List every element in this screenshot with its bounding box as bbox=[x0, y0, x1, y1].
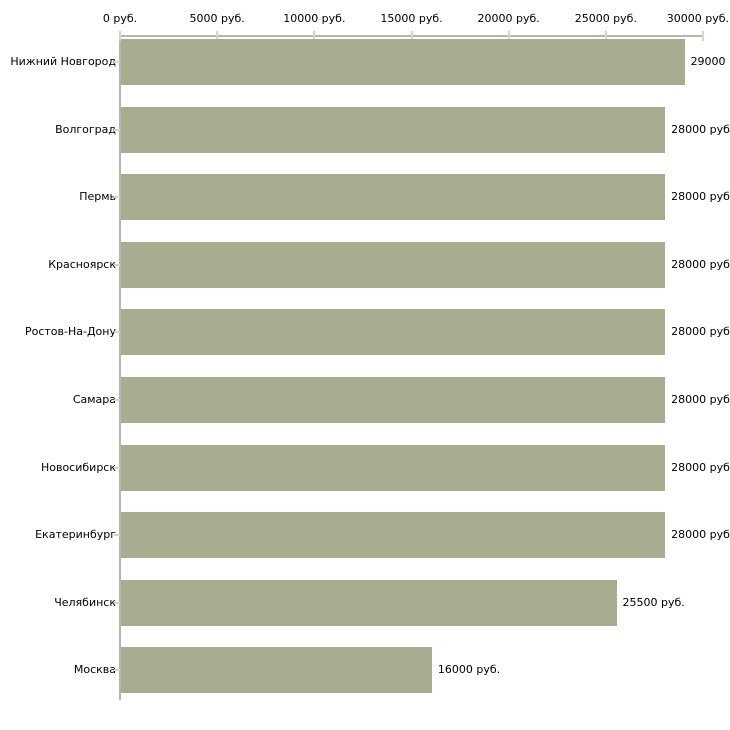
value-label: 28000 руб. bbox=[671, 257, 730, 271]
y-axis-tick bbox=[114, 466, 120, 469]
y-axis-line bbox=[119, 36, 121, 700]
y-axis-tick bbox=[114, 601, 120, 604]
y-axis-tick bbox=[114, 196, 120, 199]
category-label: Красноярск bbox=[48, 257, 116, 271]
x-axis-tick bbox=[507, 31, 510, 41]
value-label: 28000 руб. bbox=[671, 528, 730, 542]
value-label: 28000 руб. bbox=[671, 460, 730, 474]
category-label: Волгоград bbox=[55, 122, 116, 136]
bar bbox=[121, 377, 666, 423]
x-axis-tick bbox=[216, 31, 219, 41]
x-axis-tick-label: 30000 руб. bbox=[666, 12, 729, 25]
value-label: 28000 руб. bbox=[671, 393, 730, 406]
bar bbox=[121, 241, 666, 288]
category-label: Ростов-На-Дону bbox=[24, 325, 116, 339]
category-label: Самара bbox=[72, 393, 116, 406]
value-label: 16000 руб. bbox=[437, 663, 501, 677]
category-label: Челябинск bbox=[54, 595, 116, 609]
value-label: 28000 руб. bbox=[671, 325, 730, 339]
y-axis-tick bbox=[114, 128, 120, 131]
x-axis-tick bbox=[119, 31, 121, 41]
x-axis-tick-label: 5000 руб. bbox=[189, 12, 245, 25]
x-axis-tick bbox=[410, 31, 413, 41]
category-label: Пермь bbox=[79, 190, 116, 204]
bar bbox=[121, 39, 685, 85]
y-axis-tick bbox=[114, 263, 120, 266]
x-axis-tick bbox=[313, 31, 316, 41]
value-label: 28000 руб. bbox=[671, 122, 730, 136]
bar bbox=[121, 106, 666, 153]
x-axis-tick-label: 0 руб. bbox=[102, 12, 138, 25]
value-label: 28000 руб. bbox=[671, 190, 730, 204]
y-axis-tick bbox=[114, 399, 120, 401]
x-axis-tick-label: 20000 руб. bbox=[477, 12, 540, 25]
x-axis-tick bbox=[702, 31, 704, 41]
y-axis-tick bbox=[114, 669, 120, 672]
bar bbox=[121, 309, 666, 356]
y-axis-tick bbox=[114, 331, 120, 334]
value-label: 29000 руб. bbox=[690, 55, 730, 68]
x-axis-tick-label: 10000 руб. bbox=[283, 12, 346, 25]
bar bbox=[121, 174, 666, 221]
category-label: Екатеринбург bbox=[35, 528, 116, 542]
value-label: 25500 руб. bbox=[622, 595, 685, 609]
category-label: Москва bbox=[73, 663, 116, 677]
bar bbox=[121, 444, 666, 491]
x-axis-tick-label: 25000 руб. bbox=[574, 12, 637, 25]
x-axis-tick bbox=[604, 31, 607, 41]
bar bbox=[121, 647, 432, 694]
category-label: Нижний Новгород bbox=[10, 55, 116, 68]
bar bbox=[121, 579, 617, 626]
y-axis-tick bbox=[114, 534, 120, 537]
bar bbox=[121, 512, 666, 559]
x-axis-tick-label: 15000 руб. bbox=[380, 12, 443, 25]
y-axis-tick bbox=[114, 61, 120, 63]
category-label: Новосибирск bbox=[40, 460, 116, 474]
